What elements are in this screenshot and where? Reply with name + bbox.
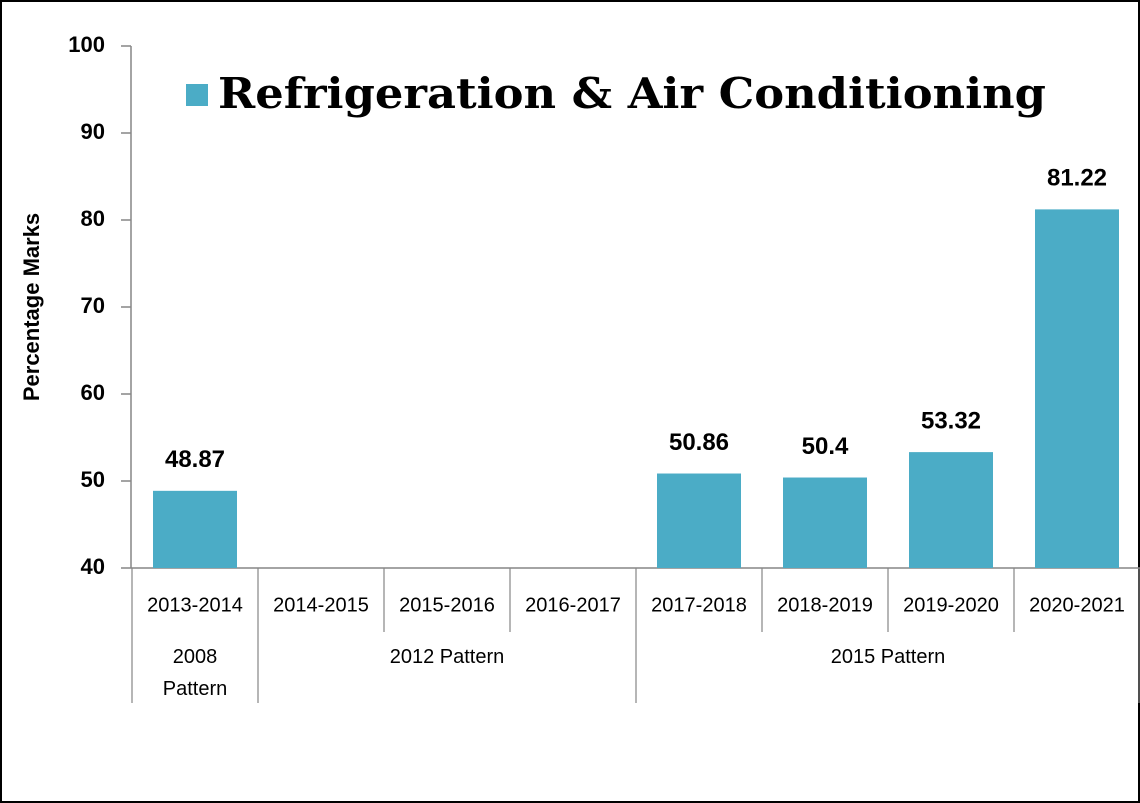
x-tick-label: 2017-2018 [651, 594, 747, 616]
legend-swatch [186, 84, 208, 106]
y-tick-label: 60 [81, 380, 105, 405]
bar [657, 473, 741, 568]
y-tick-label: 50 [81, 467, 105, 492]
legend-label: Refrigeration & Air Conditioning [218, 69, 1046, 118]
group-label: 2008 Pattern [162, 646, 228, 700]
y-tick-label: 100 [68, 32, 105, 57]
group-label: 2012 Pattern [389, 646, 505, 668]
x-tick-label: 2018-2019 [777, 594, 873, 616]
data-label: 50.4 [802, 433, 849, 460]
y-tick-label: 70 [81, 293, 105, 318]
group-label: 2015 Pattern [830, 646, 946, 668]
data-label: 50.86 [669, 429, 729, 456]
data-label: 53.32 [921, 407, 981, 434]
y-tick-label: 40 [81, 554, 105, 579]
y-axis-label: Percentage Marks [19, 213, 44, 401]
bar [783, 477, 867, 568]
x-tick-label: 2019-2020 [903, 594, 999, 616]
x-tick-label: 2015-2016 [399, 594, 495, 616]
bar [153, 490, 237, 568]
y-tick-label: 90 [81, 119, 105, 144]
bar [909, 452, 993, 568]
x-tick-label: 2020-2021 [1029, 594, 1125, 616]
data-label: 81.22 [1047, 165, 1107, 192]
x-tick-label: 2014-2015 [273, 594, 369, 616]
x-tick-label: 2016-2017 [525, 594, 621, 616]
data-label: 48.87 [165, 446, 225, 473]
y-tick-label: 80 [81, 206, 105, 231]
x-tick-label: 2013-2014 [147, 594, 243, 616]
bar [1035, 209, 1119, 569]
